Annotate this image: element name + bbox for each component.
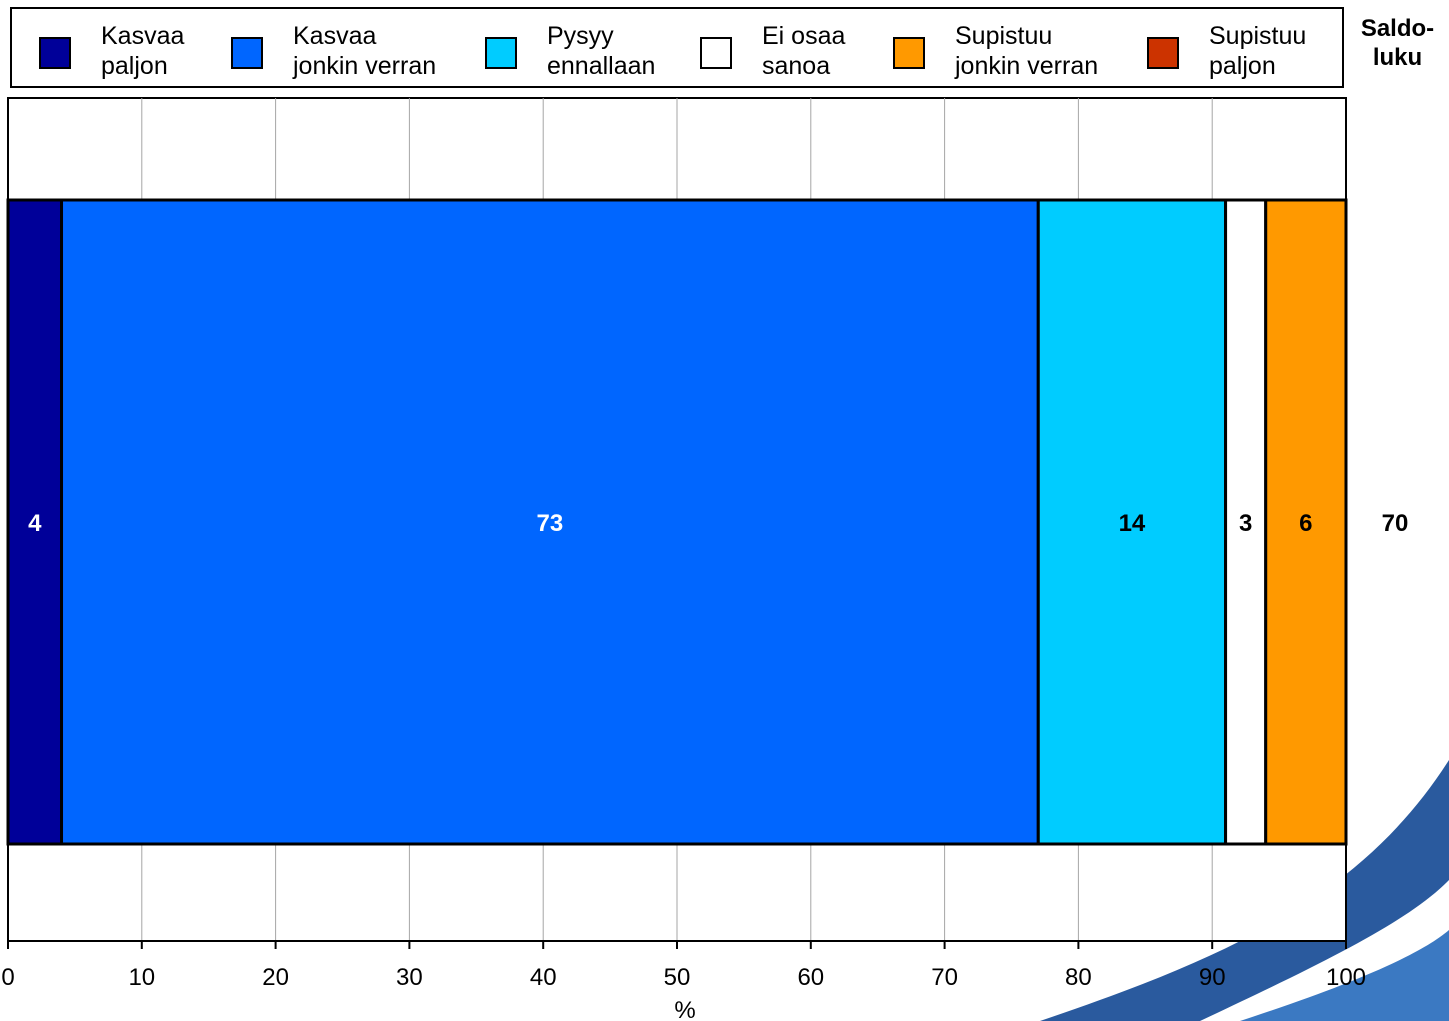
legend-swatch — [1147, 37, 1179, 69]
saldo-header: Saldo- luku — [1360, 15, 1435, 71]
bar-segment — [60, 198, 1040, 846]
legend-swatch — [39, 37, 71, 69]
x-tick-label: 80 — [1065, 964, 1092, 991]
legend-swatch — [485, 37, 517, 69]
bar-segment — [6, 198, 64, 846]
x-tick-label: 50 — [664, 964, 691, 991]
x-tick-label: 40 — [530, 964, 557, 991]
x-tick-label: 60 — [797, 964, 824, 991]
x-tick-label: 10 — [128, 964, 155, 991]
bar-segment — [1264, 198, 1348, 846]
saldo-value: 70 — [1382, 510, 1409, 537]
legend: Kasvaa paljon Kasvaa jonkin verran Pysyy… — [10, 7, 1344, 88]
x-tick-label: 30 — [396, 964, 423, 991]
legend-swatch — [231, 37, 263, 69]
x-axis-ticks: 0 10 20 30 40 50 60 70 80 90 100 — [1, 941, 1366, 991]
bar-value-label: 14 — [1119, 510, 1146, 537]
bar-value-label: 73 — [537, 510, 564, 537]
x-tick-label: 100 — [1326, 964, 1366, 991]
x-tick-label: 0 — [1, 964, 14, 991]
legend-swatch — [700, 37, 732, 69]
x-axis-label: % — [674, 997, 695, 1021]
legend-label: Kasvaa paljon — [101, 22, 185, 80]
legend-label: Kasvaa jonkin verran — [293, 22, 437, 80]
bar-value-label: 3 — [1239, 510, 1252, 537]
decorative-swoosh-blue — [1240, 930, 1449, 1021]
bar-segment — [1224, 198, 1268, 846]
bar-segment — [1036, 198, 1228, 846]
legend-label: Ei osaa sanoa — [762, 22, 846, 80]
x-tick-label: 90 — [1199, 964, 1226, 991]
x-tick-label: 20 — [262, 964, 289, 991]
legend-label: Supistuu jonkin verran — [955, 22, 1099, 80]
legend-label: Pysyy ennallaan — [547, 22, 656, 80]
x-tick-label: 70 — [931, 964, 958, 991]
bar-value-label: 6 — [1299, 510, 1312, 537]
data-labels: 4 73 14 3 6 — [28, 510, 1312, 537]
bar-segments — [6, 198, 1348, 846]
legend-label: Supistuu paljon — [1209, 22, 1307, 80]
bar-value-label: 4 — [28, 510, 42, 537]
legend-swatch — [893, 37, 925, 69]
